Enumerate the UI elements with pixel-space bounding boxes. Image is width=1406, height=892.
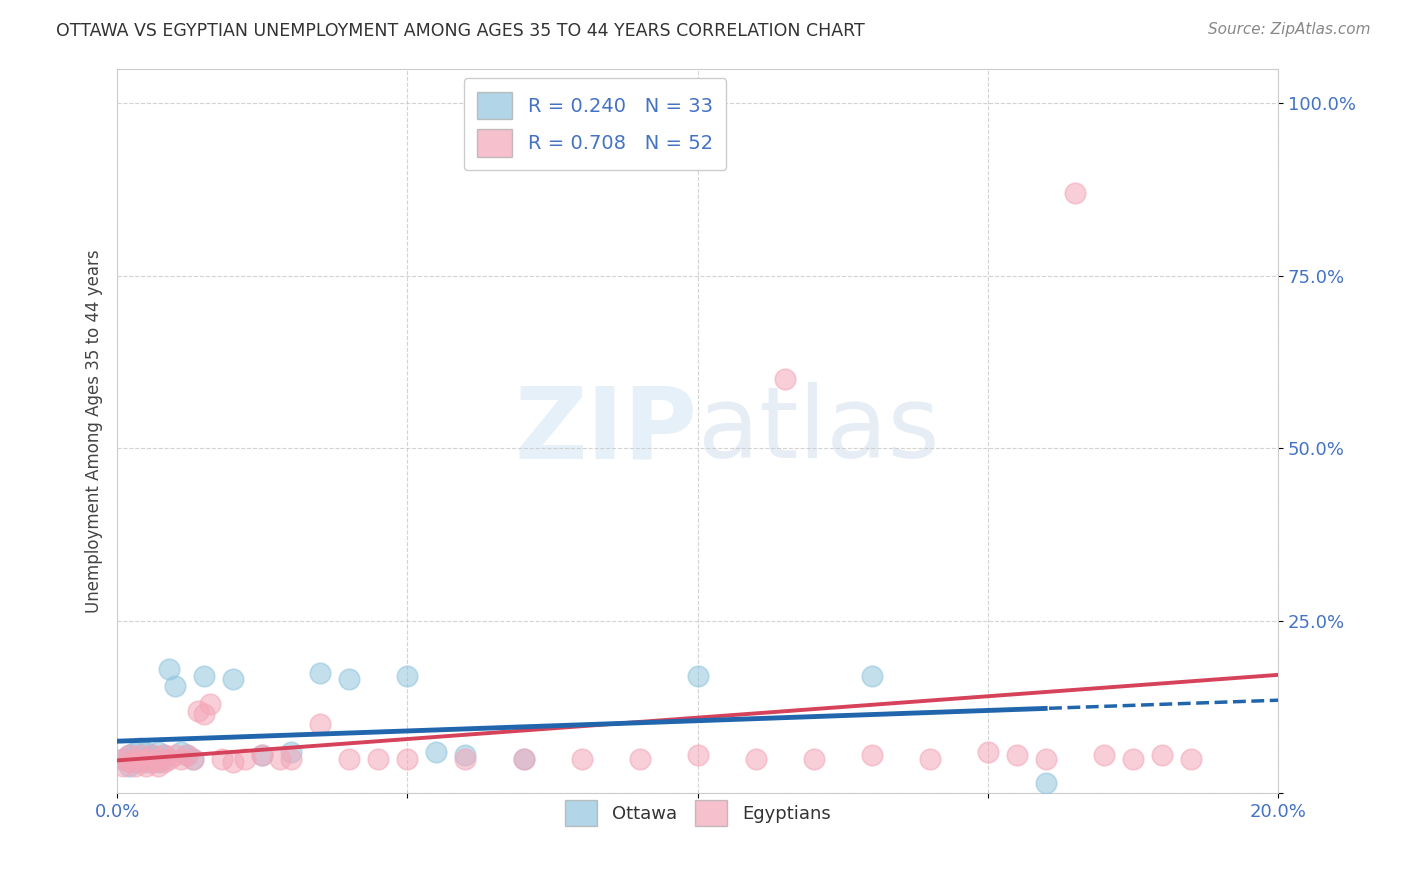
Point xyxy=(977,745,1000,759)
Point xyxy=(1150,748,1173,763)
Point xyxy=(118,756,141,770)
Point xyxy=(118,758,141,772)
Point xyxy=(744,752,766,766)
Point xyxy=(512,752,534,766)
Point xyxy=(1122,752,1144,766)
Point xyxy=(309,665,332,680)
Point xyxy=(454,752,477,766)
Y-axis label: Unemployment Among Ages 35 to 44 years: Unemployment Among Ages 35 to 44 years xyxy=(86,249,103,613)
Point xyxy=(129,748,152,763)
Point xyxy=(146,756,169,770)
Point xyxy=(176,748,198,763)
Point xyxy=(152,756,174,770)
Point xyxy=(159,752,181,766)
Point xyxy=(141,752,163,766)
Point xyxy=(686,669,709,683)
Point xyxy=(141,756,163,770)
Point xyxy=(396,752,419,766)
Point xyxy=(111,758,134,772)
Point xyxy=(454,748,477,763)
Point xyxy=(1035,752,1057,766)
Point xyxy=(1005,748,1028,763)
Point xyxy=(159,662,181,676)
Point xyxy=(170,745,193,759)
Point xyxy=(181,752,204,766)
Point xyxy=(396,669,419,683)
Point xyxy=(773,372,796,386)
Point xyxy=(146,745,169,759)
Point xyxy=(1180,752,1202,766)
Point xyxy=(367,752,389,766)
Point xyxy=(118,748,141,763)
Point xyxy=(198,697,221,711)
Point xyxy=(165,748,187,763)
Point xyxy=(176,748,198,763)
Point xyxy=(124,758,146,772)
Point xyxy=(165,679,187,693)
Point xyxy=(233,752,256,766)
Point xyxy=(280,745,302,759)
Legend: Ottawa, Egyptians: Ottawa, Egyptians xyxy=(555,791,839,835)
Point xyxy=(111,752,134,766)
Point xyxy=(146,752,169,766)
Point xyxy=(918,752,941,766)
Point xyxy=(124,756,146,770)
Point xyxy=(860,748,883,763)
Point xyxy=(337,752,360,766)
Point xyxy=(1064,186,1087,200)
Point xyxy=(512,752,534,766)
Point xyxy=(129,752,152,766)
Point xyxy=(118,748,141,763)
Point xyxy=(124,745,146,759)
Point xyxy=(571,752,593,766)
Text: atlas: atlas xyxy=(697,383,939,479)
Point xyxy=(141,748,163,763)
Point xyxy=(146,758,169,772)
Point xyxy=(211,752,233,766)
Point xyxy=(135,756,157,770)
Point xyxy=(628,752,651,766)
Point xyxy=(686,748,709,763)
Point xyxy=(1092,748,1115,763)
Point xyxy=(170,752,193,766)
Point xyxy=(252,748,274,763)
Point xyxy=(152,752,174,766)
Point xyxy=(135,752,157,766)
Point xyxy=(135,745,157,759)
Point xyxy=(135,758,157,772)
Text: OTTAWA VS EGYPTIAN UNEMPLOYMENT AMONG AGES 35 TO 44 YEARS CORRELATION CHART: OTTAWA VS EGYPTIAN UNEMPLOYMENT AMONG AG… xyxy=(56,22,865,40)
Point xyxy=(111,752,134,766)
Point xyxy=(280,752,302,766)
Point xyxy=(222,673,245,687)
Point xyxy=(152,748,174,763)
Point xyxy=(129,756,152,770)
Point xyxy=(152,748,174,763)
Point xyxy=(252,748,274,763)
Point xyxy=(269,752,291,766)
Point xyxy=(187,704,209,718)
Point xyxy=(129,741,152,756)
Point xyxy=(222,756,245,770)
Point xyxy=(193,669,215,683)
Point xyxy=(803,752,825,766)
Text: ZIP: ZIP xyxy=(515,383,697,479)
Text: Source: ZipAtlas.com: Source: ZipAtlas.com xyxy=(1208,22,1371,37)
Point xyxy=(193,706,215,721)
Point xyxy=(860,669,883,683)
Point xyxy=(124,752,146,766)
Point xyxy=(309,717,332,731)
Point xyxy=(181,752,204,766)
Point xyxy=(1035,776,1057,790)
Point xyxy=(141,748,163,763)
Point xyxy=(425,745,447,759)
Point xyxy=(337,673,360,687)
